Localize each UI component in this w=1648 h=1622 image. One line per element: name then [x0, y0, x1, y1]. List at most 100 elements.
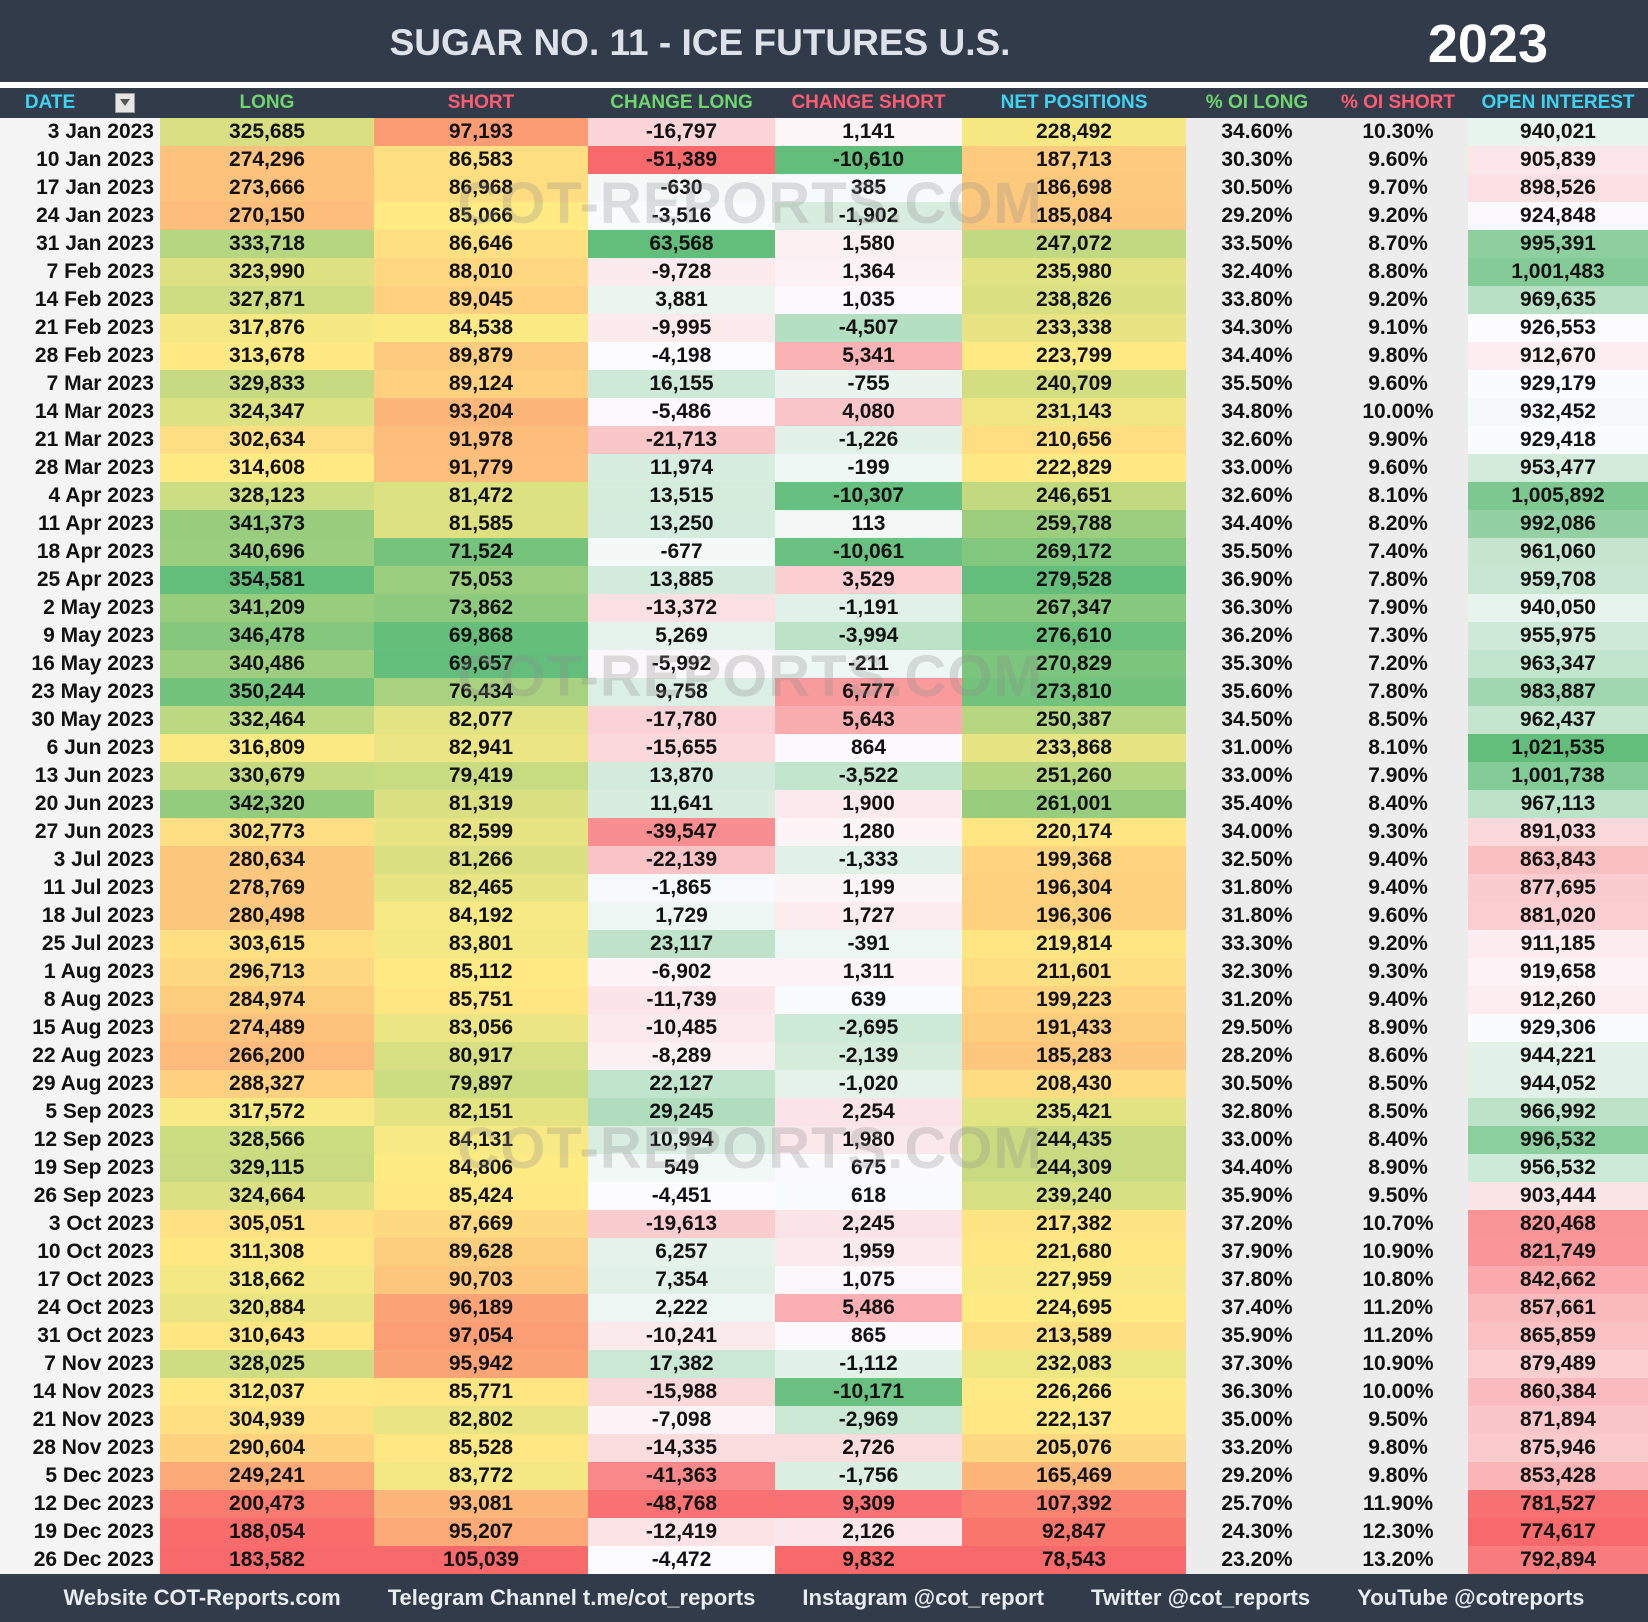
- value-cell: 221,680: [962, 1238, 1186, 1266]
- row: 21 Nov 2023 304,939 82,802 -7,098 -2,969 222,…: [0, 1406, 1648, 1434]
- value-cell: -51,389: [588, 146, 775, 174]
- value-cell: 1,280: [775, 818, 962, 846]
- value-cell: 32.60%: [1186, 426, 1328, 454]
- row: 17 Oct 2023 318,662 90,703 7,354 1,075 227,95…: [0, 1266, 1648, 1294]
- value-cell: 34.60%: [1186, 118, 1328, 146]
- value-cell: 211,601: [962, 958, 1186, 986]
- value-cell: 33.00%: [1186, 1126, 1328, 1154]
- row: 10 Jan 2023 274,296 86,583 -51,389 -10,610 18…: [0, 146, 1648, 174]
- value-cell: 313,678: [160, 342, 374, 370]
- value-cell: 639: [775, 986, 962, 1014]
- row: 10 Oct 2023 311,308 89,628 6,257 1,959 221,68…: [0, 1238, 1648, 1266]
- row: 28 Mar 2023 314,608 91,779 11,974 -199 222,82…: [0, 454, 1648, 482]
- row: 24 Jan 2023 270,150 85,066 -3,516 -1,902 185,…: [0, 202, 1648, 230]
- value-cell: 13.20%: [1328, 1546, 1468, 1574]
- value-cell: 31.20%: [1186, 986, 1328, 1014]
- column-header: % OI SHORT: [1328, 88, 1468, 118]
- value-cell: 34.40%: [1186, 510, 1328, 538]
- value-cell: 912,670: [1468, 342, 1648, 370]
- value-cell: 36.30%: [1186, 1378, 1328, 1406]
- date-cell: 31 Jan 2023: [0, 230, 160, 258]
- date-cell: 1 Aug 2023: [0, 958, 160, 986]
- value-cell: 865,859: [1468, 1322, 1648, 1350]
- row: 24 Oct 2023 320,884 96,189 2,222 5,486 224,69…: [0, 1294, 1648, 1322]
- date-cell: 25 Jul 2023: [0, 930, 160, 958]
- value-cell: 955,975: [1468, 622, 1648, 650]
- value-cell: 222,137: [962, 1406, 1186, 1434]
- value-cell: 185,084: [962, 202, 1186, 230]
- value-cell: 261,001: [962, 790, 1186, 818]
- value-cell: 79,419: [374, 762, 588, 790]
- value-cell: 9.50%: [1328, 1406, 1468, 1434]
- date-cell: 17 Jan 2023: [0, 174, 160, 202]
- date-cell: 26 Sep 2023: [0, 1182, 160, 1210]
- date-cell: 7 Feb 2023: [0, 258, 160, 286]
- date-cell: 3 Jul 2023: [0, 846, 160, 874]
- value-cell: 302,634: [160, 426, 374, 454]
- value-cell: 2,222: [588, 1294, 775, 1322]
- value-cell: 781,527: [1468, 1490, 1648, 1518]
- value-cell: -7,098: [588, 1406, 775, 1434]
- value-cell: -5,992: [588, 650, 775, 678]
- value-cell: -8,289: [588, 1042, 775, 1070]
- column-header: DATE: [0, 88, 160, 118]
- value-cell: 9.90%: [1328, 426, 1468, 454]
- value-cell: 165,469: [962, 1462, 1186, 1490]
- value-cell: 963,347: [1468, 650, 1648, 678]
- value-cell: 37.80%: [1186, 1266, 1328, 1294]
- value-cell: 239,240: [962, 1182, 1186, 1210]
- row: 19 Sep 2023 329,115 84,806 549 675 244,309 34.…: [0, 1154, 1648, 1182]
- value-cell: -4,198: [588, 342, 775, 370]
- value-cell: 13,885: [588, 566, 775, 594]
- column-header: LONG: [160, 88, 374, 118]
- value-cell: 91,779: [374, 454, 588, 482]
- value-cell: 188,054: [160, 1518, 374, 1546]
- value-cell: 323,990: [160, 258, 374, 286]
- value-cell: 75,053: [374, 566, 588, 594]
- value-cell: 63,568: [588, 230, 775, 258]
- value-cell: 9.80%: [1328, 342, 1468, 370]
- value-cell: 7.40%: [1328, 538, 1468, 566]
- value-cell: 1,311: [775, 958, 962, 986]
- row: 3 Jan 2023 325,685 97,193 -16,797 1,141 228,4…: [0, 118, 1648, 146]
- value-cell: 341,373: [160, 510, 374, 538]
- value-cell: 996,532: [1468, 1126, 1648, 1154]
- value-cell: 328,123: [160, 482, 374, 510]
- row: 31 Jan 2023 333,718 86,646 63,568 1,580 247,0…: [0, 230, 1648, 258]
- value-cell: 33.80%: [1186, 286, 1328, 314]
- value-cell: 224,695: [962, 1294, 1186, 1322]
- value-cell: -10,485: [588, 1014, 775, 1042]
- table: DATE LONG SHORT CHANGE LONG CHANGE SHORT NET …: [0, 88, 1648, 1574]
- value-cell: 320,884: [160, 1294, 374, 1322]
- value-cell: 13,870: [588, 762, 775, 790]
- value-cell: 89,628: [374, 1238, 588, 1266]
- value-cell: 90,703: [374, 1266, 588, 1294]
- value-cell: 247,072: [962, 230, 1186, 258]
- value-cell: -10,171: [775, 1378, 962, 1406]
- value-cell: 83,801: [374, 930, 588, 958]
- date-cell: 9 May 2023: [0, 622, 160, 650]
- value-cell: 891,033: [1468, 818, 1648, 846]
- value-cell: 324,664: [160, 1182, 374, 1210]
- value-cell: 9.30%: [1328, 818, 1468, 846]
- value-cell: -677: [588, 538, 775, 566]
- value-cell: 84,131: [374, 1126, 588, 1154]
- value-cell: 9.40%: [1328, 874, 1468, 902]
- table-body: 3 Jan 2023 325,685 97,193 -16,797 1,141 228,4…: [0, 118, 1648, 1574]
- value-cell: 842,662: [1468, 1266, 1648, 1294]
- value-cell: 9,832: [775, 1546, 962, 1574]
- value-cell: 966,992: [1468, 1098, 1648, 1126]
- value-cell: 280,634: [160, 846, 374, 874]
- value-cell: 86,583: [374, 146, 588, 174]
- row: 21 Mar 2023 302,634 91,978 -21,713 -1,226 210…: [0, 426, 1648, 454]
- value-cell: -10,307: [775, 482, 962, 510]
- value-cell: -15,988: [588, 1378, 775, 1406]
- date-cell: 14 Nov 2023: [0, 1378, 160, 1406]
- value-cell: 318,662: [160, 1266, 374, 1294]
- value-cell: 113: [775, 510, 962, 538]
- value-cell: 34.80%: [1186, 398, 1328, 426]
- row: 20 Jun 2023 342,320 81,319 11,641 1,900 261,0…: [0, 790, 1648, 818]
- value-cell: 238,826: [962, 286, 1186, 314]
- value-cell: 385: [775, 174, 962, 202]
- value-cell: 967,113: [1468, 790, 1648, 818]
